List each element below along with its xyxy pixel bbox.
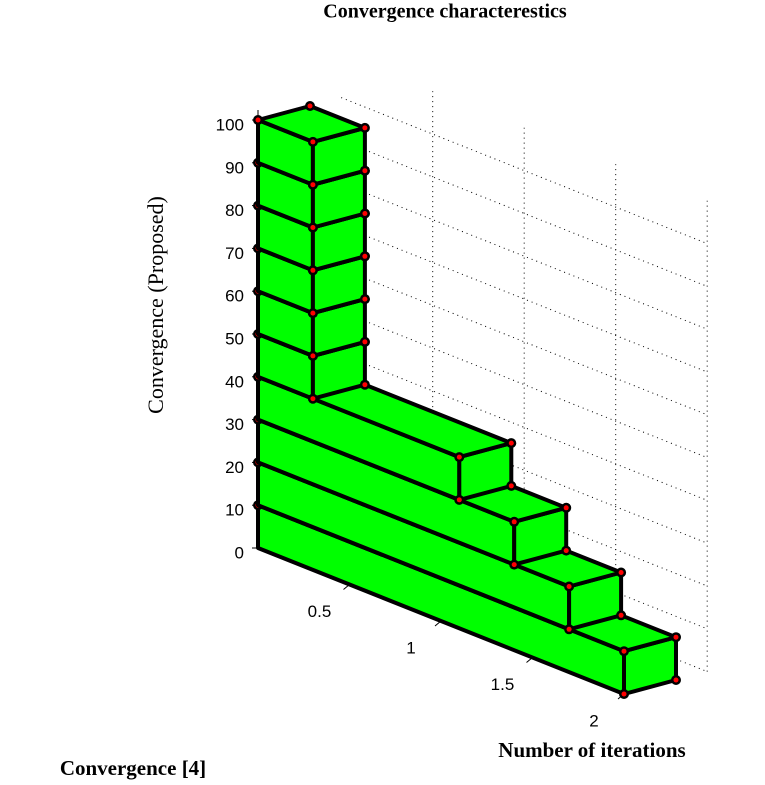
z-tick-label: 50 [225, 329, 244, 348]
z-tick-label: 90 [225, 158, 244, 177]
corner-marker [310, 182, 316, 188]
corner-marker [621, 648, 627, 654]
z-tick-label: 80 [225, 201, 244, 220]
corner-marker [566, 584, 572, 589]
corner-marker [255, 117, 261, 123]
corner-marker [362, 168, 368, 174]
corner-marker [362, 296, 368, 302]
corner-marker [618, 570, 624, 575]
corner-marker [310, 225, 316, 230]
z-tick-label: 20 [225, 458, 244, 477]
corner-marker [362, 125, 368, 131]
corner-marker [310, 139, 316, 145]
x-axis-label: Number of iterations [498, 738, 685, 762]
corner-marker [362, 253, 368, 259]
corner-marker [310, 353, 316, 359]
z-tick-label: 30 [225, 415, 244, 434]
corner-marker [508, 483, 514, 489]
grid-line [341, 353, 708, 501]
corner-marker [621, 691, 627, 697]
corner-marker [456, 497, 462, 503]
z-tick-label: 0 [235, 543, 244, 562]
x-tick-label: 0.5 [308, 602, 332, 621]
grid-line [341, 311, 708, 459]
corner-marker [307, 103, 313, 109]
z-tick-label: 100 [216, 115, 244, 134]
x-tick-label: 1 [406, 638, 415, 657]
grid-line [341, 182, 708, 330]
corner-marker [673, 677, 679, 683]
z-tick-label: 70 [225, 244, 244, 263]
chart-title: Convergence characterestics [323, 1, 567, 23]
corner-marker [310, 310, 316, 316]
x-tick-label: 2 [589, 711, 598, 730]
corner-marker [362, 382, 368, 388]
corner-marker [563, 505, 569, 511]
z-axis-label: Convergence (Proposed) [143, 196, 168, 414]
bar-block [253, 101, 370, 190]
x-tick-label: 1.5 [491, 675, 515, 694]
corner-marker [508, 440, 514, 446]
corner-marker [563, 548, 569, 554]
corner-marker [511, 562, 517, 568]
corner-marker [362, 339, 368, 345]
corner-marker [362, 211, 368, 216]
z-tick-label: 40 [225, 372, 244, 391]
grid-line [341, 225, 708, 373]
corner-marker [310, 267, 316, 273]
z-tick-label: 60 [225, 287, 244, 306]
grid-line [341, 139, 708, 287]
y-axis-label: Convergence [4] [60, 756, 206, 780]
corner-marker [566, 626, 572, 632]
grid-line [341, 97, 708, 245]
z-tick-label: 10 [225, 501, 244, 520]
grid-line [341, 268, 708, 416]
corner-marker [673, 634, 679, 640]
corner-marker [310, 396, 316, 402]
corner-marker [618, 612, 624, 618]
corner-marker [511, 519, 517, 525]
corner-marker [456, 454, 462, 460]
